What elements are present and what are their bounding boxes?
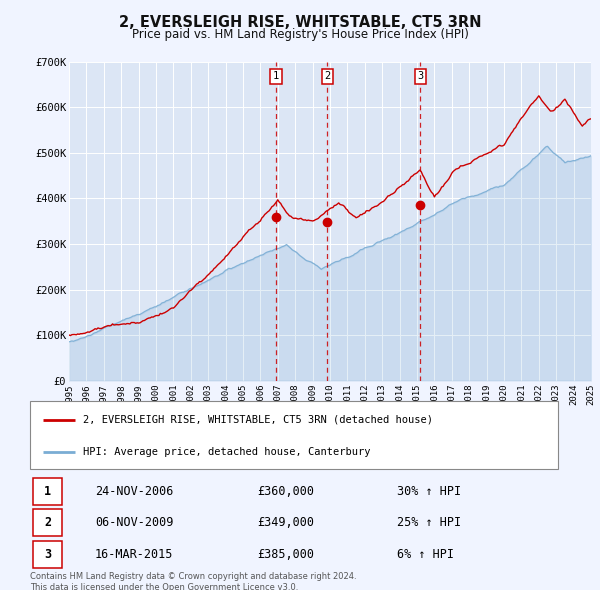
Text: £349,000: £349,000 [257, 516, 314, 529]
Text: 1: 1 [273, 71, 279, 81]
Text: £385,000: £385,000 [257, 548, 314, 561]
Text: HPI: Average price, detached house, Canterbury: HPI: Average price, detached house, Cant… [83, 447, 370, 457]
Text: 30% ↑ HPI: 30% ↑ HPI [397, 485, 461, 498]
Text: 3: 3 [44, 548, 51, 561]
Text: 2: 2 [44, 516, 51, 529]
Text: Price paid vs. HM Land Registry's House Price Index (HPI): Price paid vs. HM Land Registry's House … [131, 28, 469, 41]
Text: 2, EVERSLEIGH RISE, WHITSTABLE, CT5 3RN: 2, EVERSLEIGH RISE, WHITSTABLE, CT5 3RN [119, 15, 481, 30]
FancyBboxPatch shape [30, 401, 558, 469]
Text: 25% ↑ HPI: 25% ↑ HPI [397, 516, 461, 529]
Text: 3: 3 [418, 71, 424, 81]
Text: 16-MAR-2015: 16-MAR-2015 [95, 548, 173, 561]
Text: 24-NOV-2006: 24-NOV-2006 [95, 485, 173, 498]
FancyBboxPatch shape [33, 509, 62, 536]
Text: Contains HM Land Registry data © Crown copyright and database right 2024.
This d: Contains HM Land Registry data © Crown c… [30, 572, 356, 590]
Text: 06-NOV-2009: 06-NOV-2009 [95, 516, 173, 529]
Text: 2: 2 [324, 71, 331, 81]
Text: £360,000: £360,000 [257, 485, 314, 498]
FancyBboxPatch shape [33, 541, 62, 568]
Text: 2, EVERSLEIGH RISE, WHITSTABLE, CT5 3RN (detached house): 2, EVERSLEIGH RISE, WHITSTABLE, CT5 3RN … [83, 415, 433, 425]
FancyBboxPatch shape [33, 478, 62, 505]
Text: 1: 1 [44, 485, 51, 498]
Text: 6% ↑ HPI: 6% ↑ HPI [397, 548, 454, 561]
